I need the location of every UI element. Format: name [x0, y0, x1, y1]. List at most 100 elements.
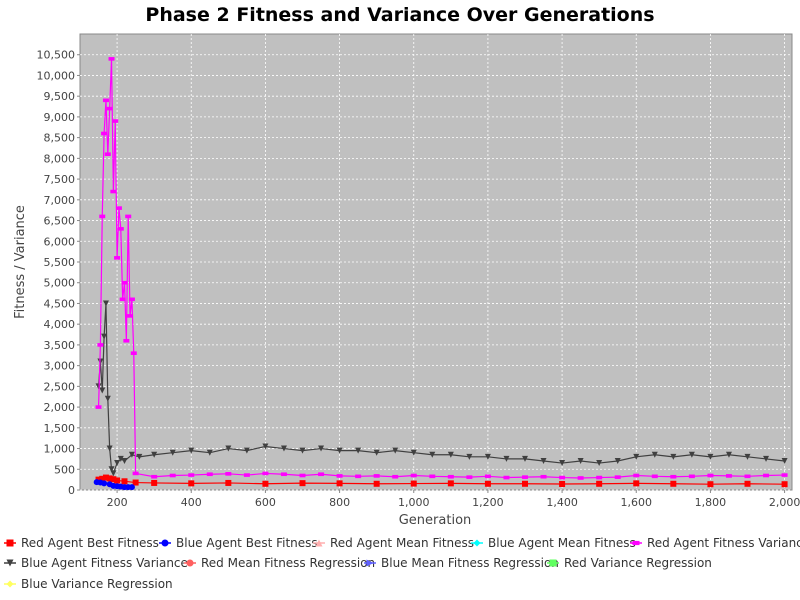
red-agent-fitness-variance-point: [651, 474, 658, 479]
red-agent-fitness-variance-point: [151, 474, 158, 479]
blue-agent-fitness-variance-point: [781, 457, 788, 464]
x-tick-label: 600: [255, 496, 276, 509]
red-agent-fitness-variance-point: [188, 473, 195, 477]
blue-agent-fitness-variance-point: [136, 453, 143, 460]
y-tick-label: 4,000: [44, 318, 76, 331]
x-tick-label: 1,400: [546, 496, 578, 509]
red-agent-fitness-variance-point: [106, 106, 113, 111]
red-agent-best-fitness-point: [670, 480, 677, 487]
legend-item-red-mean-fitness-regression: Red Mean Fitness Regression: [184, 556, 375, 570]
red-agent-fitness-variance-point: [596, 475, 603, 480]
red-agent-fitness-variance-point: [373, 474, 380, 478]
legend-marker: [6, 559, 14, 567]
red-agent-best-fitness-point: [484, 480, 491, 487]
blue-agent-fitness-variance-point: [707, 453, 714, 460]
blue-agent-fitness-variance-point: [262, 443, 269, 450]
y-tick-label: 8,500: [44, 132, 76, 145]
red-agent-fitness-variance-point: [121, 280, 128, 285]
red-agent-fitness-variance-point: [169, 473, 176, 478]
legend-marker: [6, 539, 14, 547]
blue-agent-fitness-variance-point: [633, 453, 640, 460]
blue-agent-fitness-variance-point: [577, 457, 584, 464]
legend-label: Blue Agent Mean Fitness: [488, 536, 636, 550]
red-agent-fitness-variance-point: [280, 472, 287, 477]
legend: Red Agent Best Fitness Blue Agent Best Fi…: [4, 536, 800, 591]
red-agent-best-fitness-point: [336, 480, 343, 487]
red-agent-fitness-variance-point: [104, 152, 111, 157]
blue-agent-fitness-variance-point: [355, 447, 362, 454]
y-axis-label: Fitness / Variance: [13, 205, 28, 319]
red-agent-fitness-variance-point: [503, 475, 510, 480]
y-tick-label: 10,500: [37, 49, 76, 62]
red-agent-best-fitness-point: [102, 474, 109, 481]
blue-agent-fitness-variance-point: [744, 453, 751, 460]
legend-item-blue-agent-best-fitness: Blue Agent Best Fitness: [159, 536, 318, 550]
red-agent-fitness-variance-point: [243, 473, 250, 477]
blue-agent-fitness-variance-point: [299, 447, 306, 454]
blue-agent-best-fitness-point: [101, 480, 108, 487]
blue-agent-fitness-variance-point: [596, 460, 603, 467]
legend-label: Blue Mean Fitness Regression: [381, 556, 559, 570]
blue-agent-fitness-variance-point: [429, 451, 436, 458]
red-agent-fitness-variance-point: [336, 474, 343, 478]
blue-agent-fitness-variance-point: [108, 466, 115, 473]
y-tick-label: 3,000: [44, 360, 76, 373]
y-tick-label: 10,000: [37, 69, 76, 82]
blue-agent-fitness-variance-point: [522, 455, 528, 462]
red-agent-fitness-variance-point: [466, 475, 473, 479]
legend-item-red-agent-best-fitness: Red Agent Best Fitness: [4, 536, 159, 550]
blue-agent-fitness-variance-point: [225, 445, 232, 452]
blue-agent-fitness-variance-point: [614, 457, 621, 464]
blue-agent-fitness-variance-point: [206, 449, 213, 456]
red-agent-fitness-variance-point: [99, 214, 106, 219]
blue-agent-fitness-variance-point: [128, 451, 135, 458]
blue-agent-fitness-variance-point: [99, 387, 106, 394]
red-agent-fitness-variance-point: [522, 475, 528, 479]
x-tick-label: 1,200: [472, 496, 504, 509]
blue-agent-fitness-variance-point: [102, 300, 109, 307]
y-tick-label: 8,000: [44, 152, 76, 165]
red-agent-best-fitness-point: [299, 480, 306, 487]
legend-marker: [473, 539, 481, 547]
red-agent-fitness-variance-point: [577, 476, 584, 480]
red-agent-best-fitness-point: [596, 480, 603, 487]
red-agent-fitness-variance-point: [127, 314, 134, 318]
red-agent-best-fitness-point: [559, 480, 566, 487]
blue-agent-fitness-variance-point: [151, 451, 158, 458]
legend-marker: [186, 559, 194, 567]
blue-agent-fitness-variance-point: [725, 451, 732, 458]
legend-label: Red Mean Fitness Regression: [201, 556, 375, 570]
red-agent-fitness-variance-point: [206, 472, 213, 477]
y-tick-label: 9,500: [44, 90, 76, 103]
blue-agent-fitness-variance-point: [373, 449, 380, 456]
blue-agent-fitness-variance-point: [121, 457, 128, 464]
x-tick-label: 200: [107, 496, 128, 509]
blue-agent-fitness-variance-point: [447, 451, 454, 458]
legend-label: Red Agent Best Fitness: [21, 536, 159, 550]
legend-marker: [366, 559, 374, 567]
series-blue-agent-fitness-variance: [95, 300, 788, 477]
red-agent-fitness-variance-point: [132, 471, 139, 476]
blue-agent-fitness-variance-point: [169, 449, 176, 456]
blue-agent-fitness-variance-point: [95, 383, 102, 390]
x-tick-label: 800: [329, 496, 350, 509]
blue-agent-fitness-variance-point: [104, 395, 111, 402]
series-blue-agent-best-fitness: [93, 479, 135, 491]
y-tick-label: 5,500: [44, 256, 76, 269]
legend-label: Red Agent Fitness Variance: [647, 536, 800, 550]
red-agent-fitness-variance-point: [95, 405, 102, 409]
red-agent-best-fitness-point: [106, 475, 113, 482]
x-axis-ticks: 200 400 600 800 1,000 1,200 1,400 1,600 1,800 2,0…: [107, 490, 800, 509]
series-layer: [93, 57, 788, 491]
red-agent-fitness-variance-point: [123, 338, 130, 343]
x-axis-label: Generation: [399, 513, 472, 528]
red-agent-best-fitness-point: [410, 480, 417, 487]
red-agent-fitness-variance-point: [117, 227, 124, 231]
red-agent-fitness-variance-point: [707, 473, 714, 478]
red-agent-fitness-variance-point: [429, 474, 436, 479]
blue-agent-fitness-variance-point: [466, 453, 473, 460]
legend-label: Blue Agent Best Fitness: [176, 536, 318, 550]
red-agent-fitness-variance-point: [101, 131, 108, 136]
red-agent-fitness-variance-point: [670, 474, 677, 479]
red-agent-fitness-variance-point: [225, 472, 232, 476]
